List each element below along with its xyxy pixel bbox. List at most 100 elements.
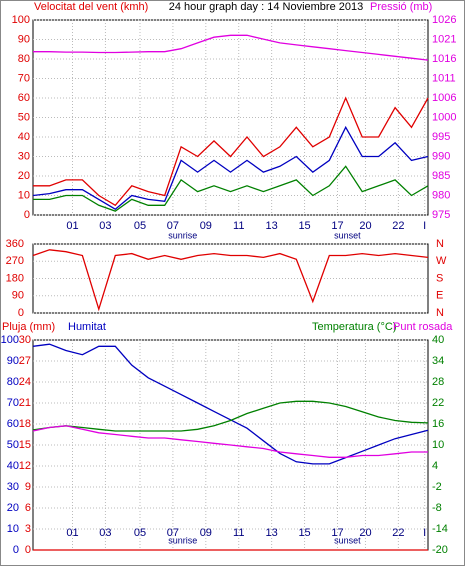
y3-tick-label: 24: [19, 376, 31, 388]
x-tick-label: 07: [167, 527, 179, 539]
y2-tick-label: 10: [432, 439, 444, 451]
y2-tick-label: 1026: [432, 14, 456, 26]
y2-tick-label: -14: [432, 523, 448, 535]
y2-tick-label: 34: [432, 355, 444, 367]
y-tick-label: 10: [18, 189, 30, 201]
y2-tick-label: -20: [432, 544, 448, 556]
y-tick-label: 100: [1, 334, 19, 346]
dewpoint-header: Punt rosada: [393, 321, 453, 333]
y2-tick-label: 22: [432, 397, 444, 409]
x-tick-label: I: [423, 527, 426, 539]
x-tick-label: 22: [392, 527, 404, 539]
y-tick-label: 180: [6, 272, 24, 284]
y-tick-label: 0: [18, 307, 24, 319]
y3-tick-label: 30: [19, 334, 31, 346]
annotation: sunrise: [168, 230, 197, 240]
y2-tick-label: -8: [432, 502, 442, 514]
y2-tick-label: W: [436, 255, 447, 267]
y2-tick-label: 16: [432, 418, 444, 430]
y-tick-label: 50: [18, 111, 30, 123]
y2-tick-label: 985: [432, 170, 450, 182]
y3-tick-label: 12: [19, 460, 31, 472]
x-tick-label: 15: [298, 220, 310, 232]
y-tick-label: 100: [12, 14, 30, 26]
y3-tick-label: 15: [19, 439, 31, 451]
y3-tick-label: 27: [19, 355, 31, 367]
annotation: sunset: [334, 230, 361, 240]
x-tick-label: I: [423, 220, 426, 232]
y-tick-label: 0: [24, 209, 30, 221]
humidity-header: Humitat: [68, 321, 106, 333]
y2-tick-label: 1006: [432, 92, 456, 104]
y2-tick-label: E: [436, 290, 443, 302]
y2-tick-label: N: [436, 307, 444, 319]
y2-tick-label: 28: [432, 376, 444, 388]
y3-tick-label: 9: [25, 481, 31, 493]
y2-tick-label: -2: [432, 481, 442, 493]
x-tick-label: 01: [66, 527, 78, 539]
y2-tick-label: 40: [432, 334, 444, 346]
x-tick-label: 11: [233, 527, 244, 539]
y2-tick-label: 1011: [432, 72, 456, 84]
y-tick-label: 0: [13, 544, 19, 556]
x-tick-label: 09: [200, 527, 212, 539]
x-tick-label: 17: [331, 527, 343, 539]
y3-tick-label: 6: [25, 502, 31, 514]
y2-tick-label: 980: [432, 189, 450, 201]
y-tick-label: 270: [6, 255, 24, 267]
x-tick-label: 05: [134, 527, 146, 539]
x-tick-label: 05: [134, 220, 146, 232]
y-tick-label: 60: [18, 92, 30, 104]
y-tick-label: 40: [18, 131, 30, 143]
y-tick-label: 20: [7, 502, 19, 514]
y-tick-label: 20: [18, 170, 30, 182]
y-tick-label: 80: [18, 53, 30, 65]
series-line: [32, 249, 429, 312]
x-tick-label: 07: [167, 220, 179, 232]
y2-tick-label: 995: [432, 131, 450, 143]
y-tick-label: 90: [12, 290, 24, 302]
y-tick-label: 10: [7, 523, 19, 535]
x-tick-label: 20: [359, 527, 371, 539]
series-line: [32, 400, 429, 432]
series-line: [33, 165, 429, 212]
y-tick-label: 90: [18, 33, 30, 45]
plot-area: [32, 19, 429, 216]
pressure-header: Pressió (mb): [370, 1, 432, 13]
y2-tick-label: 1016: [432, 53, 456, 65]
y-tick-label: 60: [7, 418, 19, 430]
annotation: sunrise: [168, 535, 197, 545]
temperature-header: Temperatura (°C): [312, 321, 396, 333]
y3-tick-label: 18: [19, 418, 31, 430]
y2-tick-label: 975: [432, 209, 450, 221]
y3-tick-label: 21: [19, 397, 31, 409]
y3-tick-label: 0: [25, 544, 31, 556]
x-tick-label: 11: [233, 220, 244, 232]
series-line: [33, 96, 429, 207]
y2-tick-label: N: [436, 238, 444, 250]
x-tick-label: 22: [392, 220, 404, 232]
y2-tick-label: S: [436, 272, 443, 284]
x-tick-label: 13: [266, 220, 278, 232]
annotation: sunset: [334, 535, 361, 545]
x-tick-label: 13: [266, 527, 278, 539]
series-line: [33, 34, 429, 61]
y-tick-label: 90: [7, 355, 19, 367]
x-tick-label: 03: [99, 220, 111, 232]
x-tick-label: 09: [200, 220, 212, 232]
y-tick-label: 80: [7, 376, 19, 388]
y3-tick-label: 3: [25, 523, 31, 535]
rain-header: Pluja (mm): [2, 321, 55, 333]
series-line: [32, 125, 429, 210]
y-tick-label: 70: [7, 397, 19, 409]
y-tick-label: 70: [18, 72, 30, 84]
x-tick-label: 15: [298, 527, 310, 539]
y-tick-label: 30: [18, 150, 30, 162]
x-tick-label: 03: [99, 527, 111, 539]
y2-tick-label: 1021: [432, 33, 456, 45]
y2-tick-label: 1000: [432, 111, 456, 123]
y-tick-label: 40: [7, 460, 19, 472]
chart-title: 24 hour graph day : 14 Noviembre 2013: [169, 1, 363, 13]
x-tick-label: 17: [331, 220, 343, 232]
